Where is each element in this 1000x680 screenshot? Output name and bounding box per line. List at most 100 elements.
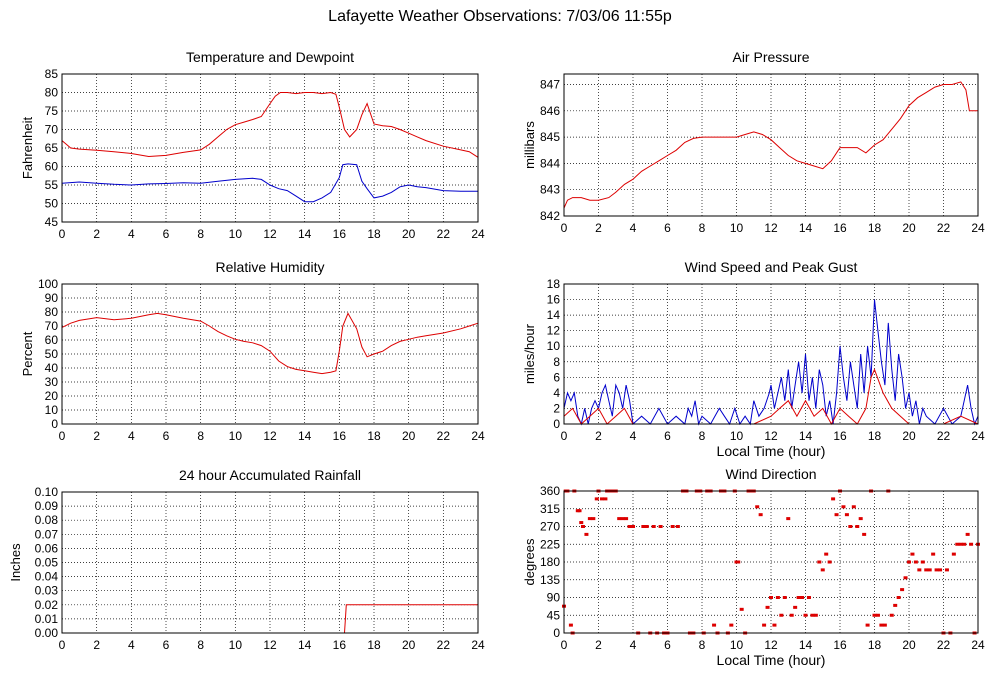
data-point (775, 596, 780, 599)
series-0 (563, 81, 978, 209)
plot-frame (61, 283, 479, 425)
chart-title: Relative Humidity (216, 259, 325, 275)
y-tick-label: 80 (45, 305, 59, 319)
data-point (599, 497, 604, 501)
data-point (591, 517, 596, 521)
data-point (917, 568, 922, 572)
plot-frame (563, 283, 979, 425)
data-point (675, 525, 680, 528)
x-tick-label: 14 (298, 227, 312, 240)
chart-title: Wind Speed and Peak Gust (685, 259, 858, 275)
data-point (712, 623, 717, 627)
y-tick-label: 135 (540, 573, 560, 587)
x-tick-label: 6 (664, 429, 671, 443)
x-tick-label: 20 (902, 221, 916, 235)
series-1 (61, 163, 478, 203)
data-point (782, 596, 787, 599)
y-tick-label: 10 (45, 403, 59, 417)
x-tick-label: 0 (59, 429, 66, 443)
x-tick-label: 4 (630, 638, 637, 652)
plot-frame (61, 73, 479, 223)
y-tick-label: 50 (45, 197, 59, 211)
data-point (962, 542, 967, 546)
data-point (862, 532, 867, 536)
x-tick-label: 24 (971, 429, 985, 443)
data-point (875, 613, 880, 617)
x-tick-label: 2 (93, 227, 100, 240)
x-tick-label: 8 (197, 227, 204, 240)
y-tick-label: 40 (45, 361, 59, 375)
data-point (896, 596, 901, 599)
y-tick-label: 0.00 (35, 626, 59, 640)
x-tick-label: 2 (595, 221, 602, 235)
data-point (958, 542, 963, 546)
data-point (831, 497, 836, 501)
data-point (855, 525, 860, 528)
data-point (858, 517, 863, 521)
data-point (670, 525, 675, 528)
y-tick-label: 65 (45, 141, 59, 155)
y-axis-label: Fahrenheit (20, 117, 35, 180)
data-point (806, 596, 811, 599)
x-tick-label: 14 (799, 638, 813, 652)
chart-title: Wind Direction (725, 466, 816, 482)
data-point (924, 568, 929, 572)
data-point (584, 532, 589, 536)
data-point (848, 525, 853, 528)
series-line (563, 368, 979, 426)
x-tick-label: 20 (402, 429, 416, 443)
data-point (900, 588, 905, 592)
y-tick-label: 315 (540, 502, 560, 516)
data-point (755, 505, 760, 509)
y-tick-label: 360 (540, 484, 560, 498)
x-tick-label: 16 (333, 227, 347, 240)
x-tick-label: 6 (664, 638, 671, 652)
y-tick-label: 100 (38, 277, 58, 291)
x-tick-label: 20 (402, 638, 416, 652)
y-axis-label: Percent (20, 331, 35, 376)
series-line (61, 312, 479, 375)
x-tick-label: 4 (630, 221, 637, 235)
data-point (813, 613, 818, 617)
data-point (872, 613, 877, 617)
x-tick-label: 10 (229, 227, 243, 240)
series-line (563, 299, 979, 426)
x-tick-label: 22 (437, 638, 451, 652)
y-tick-label: 0.02 (35, 598, 59, 612)
x-tick-label: 20 (902, 638, 916, 652)
x-tick-label: 16 (833, 429, 847, 443)
x-tick-label: 0 (59, 638, 66, 652)
y-tick-label: 10 (547, 339, 561, 353)
x-tick-label: 18 (868, 221, 882, 235)
data-point (851, 505, 856, 509)
y-tick-label: 845 (540, 130, 560, 144)
data-point (729, 623, 734, 627)
data-point (893, 603, 898, 607)
data-point (796, 596, 801, 599)
plot-frame (563, 490, 979, 634)
data-point (882, 623, 887, 627)
data-point (913, 560, 918, 564)
x-tick-label: 10 (229, 638, 243, 652)
data-point (631, 525, 635, 528)
y-tick-label: 180 (540, 555, 560, 569)
y-tick-label: 846 (540, 104, 560, 118)
x-tick-label: 4 (630, 429, 637, 443)
x-tick-label: 10 (730, 221, 744, 235)
x-tick-label: 16 (333, 638, 347, 652)
y-axis-label: miles/hour (522, 323, 537, 384)
y-tick-label: 8 (553, 355, 560, 369)
data-point (624, 517, 629, 521)
x-tick-label: 4 (128, 227, 135, 240)
y-tick-label: 90 (45, 291, 59, 305)
y-tick-label: 80 (45, 86, 59, 100)
x-tick-label: 6 (163, 429, 170, 443)
y-tick-label: 60 (45, 333, 59, 347)
x-tick-label: 6 (163, 227, 170, 240)
x-tick-label: 22 (937, 638, 951, 652)
x-tick-label: 12 (263, 429, 277, 443)
